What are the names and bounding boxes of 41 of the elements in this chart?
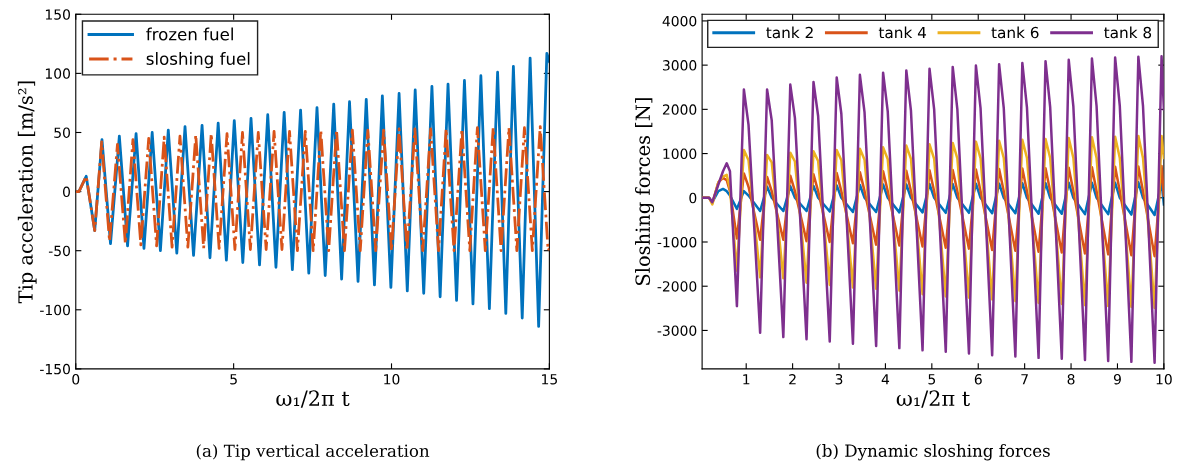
- legend-label: tank 2: [766, 26, 813, 39]
- legend-label: frozen fuel: [146, 27, 233, 41]
- x-tick-label: 15: [542, 374, 557, 385]
- y-tick-label: -50: [48, 245, 70, 257]
- x-tick-label: 5: [928, 374, 936, 385]
- x-tick-label: 2: [789, 374, 796, 385]
- x-tick-label: 9: [1113, 374, 1121, 385]
- x-tick-label: 5: [230, 374, 237, 385]
- x-tick-label: 0: [72, 374, 80, 385]
- y-tick-label: -2000: [657, 281, 697, 292]
- y-tick-label: 100: [45, 68, 70, 79]
- y-tick-label: -150: [40, 363, 70, 375]
- legend-label: tank 8: [1104, 26, 1152, 39]
- x-tick-label: 3: [835, 374, 843, 385]
- x-axis-title: ω₁/2π t: [276, 390, 350, 408]
- legend-label: tank 4: [878, 26, 927, 39]
- x-axis-title: ω₁/2π t: [896, 390, 970, 408]
- y-axis-title: Sloshing forces [N]: [635, 98, 655, 285]
- y-tick-label: 2000: [662, 104, 697, 115]
- y-tick-label: 1000: [663, 148, 697, 160]
- y-tick-label: -1000: [657, 236, 697, 248]
- text: (a) Tip vertical acceleration: [196, 444, 430, 461]
- y-tick-label: -3000: [657, 325, 697, 336]
- y-tick-label: 0: [62, 186, 70, 198]
- y-tick-label: 3000: [662, 60, 697, 71]
- x-tick-label: 1: [743, 374, 750, 385]
- legend-label: sloshing fuel: [146, 52, 250, 69]
- x-tick-label: 7: [1021, 374, 1028, 385]
- legend-label: tank 6: [991, 26, 1039, 39]
- text: (b) Dynamic sloshing forces: [816, 444, 1050, 461]
- x-tick-label: 10: [1156, 374, 1172, 385]
- y-tick-label: 0: [689, 192, 697, 204]
- x-tick-label: 8: [1067, 374, 1075, 385]
- y-tick-label: 150: [45, 9, 70, 20]
- x-tick-label: 4: [881, 374, 890, 385]
- x-tick-label: 6: [974, 374, 982, 385]
- x-tick-label: 10: [384, 374, 400, 385]
- y-tick-label: -100: [40, 304, 70, 316]
- y-axis-title: Tip acceleration [m/s²]: [17, 81, 37, 304]
- y-tick-label: 4000: [662, 15, 697, 27]
- y-tick-label: 50: [54, 127, 70, 138]
